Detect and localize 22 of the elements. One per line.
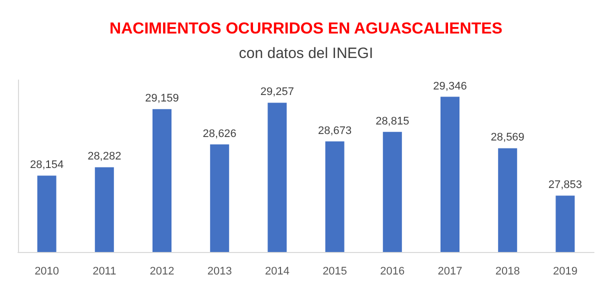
data-label: 27,853 [548,179,582,192]
data-label: 28,282 [88,150,122,163]
data-label: 29,257 [260,86,294,98]
chart-title: NACIMIENTOS OCURRIDOS EN AGUASCALIENTES [110,20,503,38]
data-label: 28,626 [202,128,236,140]
x-tick-label: 2019 [552,266,578,278]
x-tick-label: 2012 [150,266,174,278]
x-tick-label: 2013 [207,266,232,278]
x-tick-label: 2018 [495,266,520,278]
data-label: 28,673 [318,124,352,137]
x-tick-label: 2011 [92,266,116,278]
x-tick-label: 2016 [380,266,405,278]
x-tick-label: 2014 [264,266,290,278]
chart-subtitle: con datos del INEGI [238,45,374,62]
data-label: 28,815 [376,115,410,128]
x-tick-label: 2010 [34,266,60,278]
data-label: 29,346 [433,80,467,92]
data-label: 28,569 [490,132,524,144]
x-tick-label: 2017 [438,266,462,278]
data-label: 28,154 [30,159,64,172]
x-tick-label: 2015 [322,266,348,278]
data-label: 29,159 [145,92,179,105]
